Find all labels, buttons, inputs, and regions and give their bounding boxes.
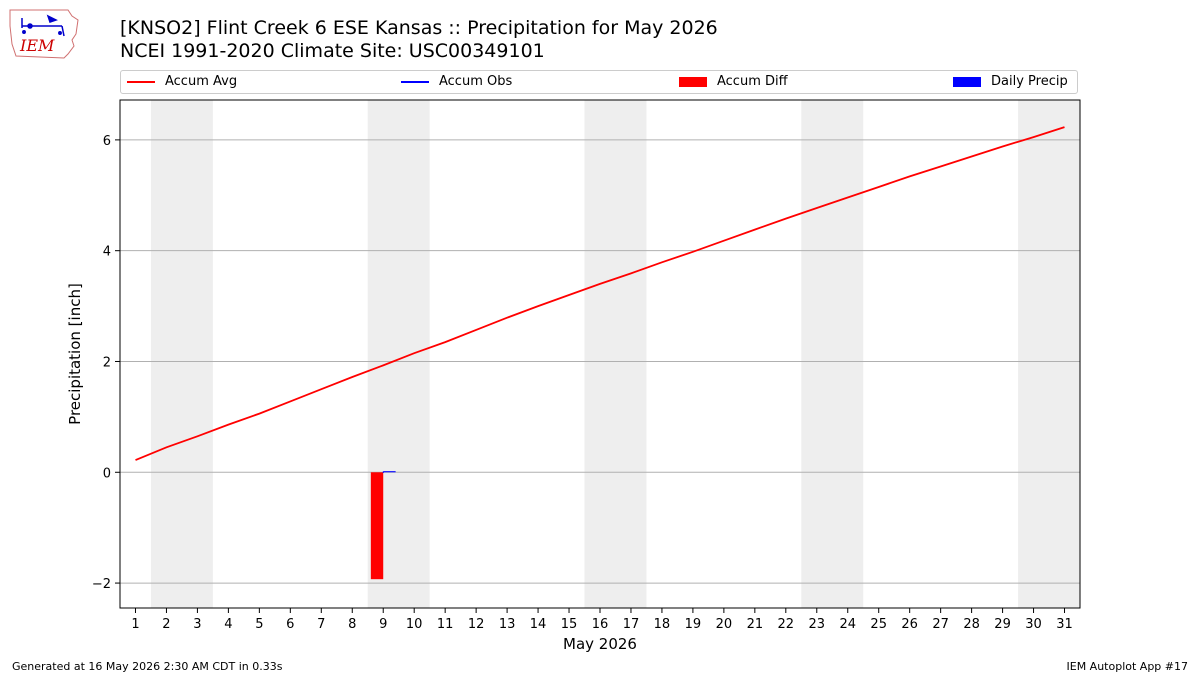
x-tick-label: 25	[870, 617, 887, 632]
x-tick-label: 29	[994, 617, 1011, 632]
x-tick-label: 16	[592, 617, 609, 632]
x-tick-label: 3	[193, 617, 201, 632]
weekend-band	[584, 100, 647, 608]
y-tick-label: −2	[92, 577, 111, 592]
x-tick-label: 31	[1056, 617, 1073, 632]
x-tick-label: 18	[654, 617, 671, 632]
y-tick-label: 6	[103, 134, 111, 149]
x-tick-label: 21	[747, 617, 764, 632]
x-tick-label: 15	[561, 617, 578, 632]
legend-label: Daily Precip	[991, 74, 1068, 89]
weekend-band	[801, 100, 864, 608]
x-tick-label: 13	[499, 617, 516, 632]
x-tick-label: 27	[932, 617, 949, 632]
weekend-band	[1018, 100, 1080, 608]
x-tick-label: 10	[406, 617, 423, 632]
legend-entry-accum-avg: Accum Avg	[127, 74, 237, 89]
x-tick-label: 7	[317, 617, 325, 632]
x-axis-label: May 2026	[563, 635, 637, 653]
x-tick-label: 19	[685, 617, 702, 632]
x-tick-label: 17	[623, 617, 640, 632]
weather-station-icon	[21, 14, 65, 37]
accum-diff-bar	[370, 472, 384, 580]
legend-swatch	[679, 76, 707, 87]
iem-logo: IEM	[9, 9, 79, 59]
x-tick-label: 4	[224, 617, 232, 632]
x-tick-label: 26	[901, 617, 918, 632]
legend-swatch	[401, 80, 429, 83]
y-tick-label: 4	[103, 245, 111, 260]
y-tick-label: 2	[103, 355, 111, 370]
generated-footer: Generated at 16 May 2026 2:30 AM CDT in …	[12, 660, 283, 673]
accum-avg-line	[135, 126, 1065, 461]
weekend-band	[150, 100, 213, 608]
legend-label: Accum Diff	[717, 74, 788, 89]
x-tick-label: 2	[162, 617, 170, 632]
x-tick-label: 6	[286, 617, 294, 632]
x-tick-label: 30	[1025, 617, 1042, 632]
legend-swatch	[953, 76, 981, 87]
x-tick-label: 5	[255, 617, 263, 632]
legend: Accum Avg Accum Obs Accum Diff Daily Precip	[120, 70, 1078, 94]
iem-logo-text: IEM	[19, 36, 55, 55]
y-tick-label: 0	[103, 466, 111, 481]
x-tick-label: 1	[131, 617, 139, 632]
app-footer: IEM Autoplot App #17	[1066, 660, 1189, 673]
x-tick-label: 11	[437, 617, 454, 632]
x-tick-label: 23	[809, 617, 826, 632]
x-tick-label: 20	[716, 617, 733, 632]
legend-entry-accum-obs: Accum Obs	[401, 74, 512, 89]
legend-entry-daily-precip: Daily Precip	[953, 74, 1068, 89]
legend-label: Accum Avg	[165, 74, 238, 89]
x-tick-label: 14	[530, 617, 547, 632]
legend-label: Accum Obs	[439, 74, 513, 89]
daily-precip-bar	[383, 471, 396, 473]
legend-swatch	[127, 80, 155, 83]
x-tick-label: 28	[963, 617, 980, 632]
chart-subtitle: NCEI 1991-2020 Climate Site: USC00349101	[120, 40, 545, 62]
x-tick-label: 24	[839, 617, 856, 632]
x-tick-label: 12	[468, 617, 485, 632]
x-tick-label: 8	[348, 617, 356, 632]
y-axis-label: Precipitation [inch]	[66, 283, 84, 425]
x-tick-label: 22	[778, 617, 795, 632]
legend-entry-accum-diff: Accum Diff	[679, 74, 788, 89]
x-tick-label: 9	[379, 617, 387, 632]
iowa-state-outline-icon	[9, 9, 79, 59]
chart-title: [KNSO2] Flint Creek 6 ESE Kansas :: Prec…	[120, 17, 718, 39]
